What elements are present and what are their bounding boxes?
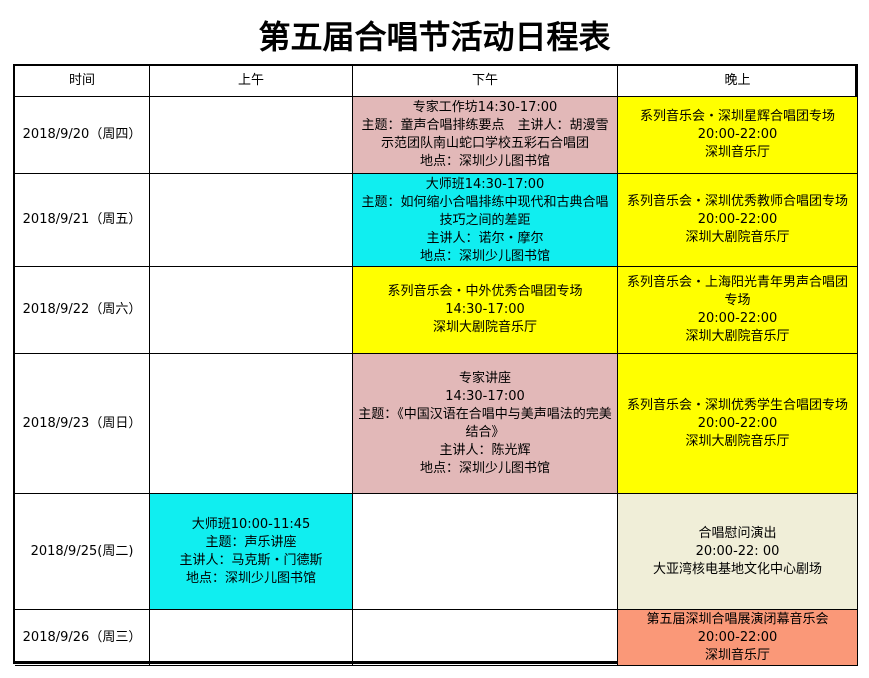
cell-line: 地点：深圳少儿图书馆 [185,570,316,586]
cell-line: 第五届深圳合唱展演闭幕音乐会 [646,611,829,627]
afternoon-cell: 大师班14:30-17:00 主题：如何缩小合唱排练中现代和古典合唱技巧之间的差距… [353,174,618,267]
cell-line: 深圳大剧院音乐厅 [685,230,790,245]
cell-line: 主讲人：马克斯・门德斯 [179,552,323,568]
afternoon-cell: 专家工作坊14:30-17:00 主题：童声合唱排练要点 主讲人：胡漫雪 示范团队南… [353,97,618,174]
cell-line: 主题：童声合唱排练要点 主讲人：胡漫雪 [361,118,609,133]
cell-line: 系列音乐会・上海阳光青年男声合唱团专场 [626,275,848,308]
cell-line: 20:00-22:00 [697,127,778,142]
evening-cell: 系列音乐会・深圳星辉合唱团专场 20:00-22:00 深圳音乐厅 [618,97,858,174]
date-cell: 2018/9/21（周五） [15,174,150,267]
date-cell: 2018/9/25(周二) [15,494,150,610]
afternoon-cell: 系列音乐会・中外优秀合唱团专场 14:30-17:00 深圳大剧院音乐厅 [353,267,618,354]
cell-line: 地点：深圳少儿图书馆 [419,154,550,169]
cell-line: 20:00-22:00 [697,212,778,227]
morning-cell: 大师班10:00-11:45 主题：声乐讲座主讲人：马克斯・门德斯 地点：深圳少儿图… [150,494,353,610]
column-header: 上午 [150,66,353,97]
evening-cell: 系列音乐会・深圳优秀教师合唱团专场 20:00-22:00 深圳大剧院音乐厅 [618,174,858,267]
cell-line: 专家工作坊14:30-17:00 [412,100,558,115]
cell-line: 20:00-22:00 [697,629,778,645]
cell-line: 主讲人：陈光辉 [439,442,531,458]
date-cell: 2018/9/20（周四） [15,97,150,174]
cell-line: 合唱慰问演出 [698,525,777,541]
cell-line: 系列音乐会・深圳优秀学生合唱团专场 [626,397,848,413]
cell-line: 主题：《中国汉语在合唱中与美声唱法的完美结合》 [358,406,612,440]
date-cell: 2018/9/26（周三） [15,610,150,666]
cell-line: 系列音乐会・中外优秀合唱团专场 [387,284,583,299]
cell-line: 大亚湾核电基地文化中心剧场 [652,561,822,577]
afternoon-cell: 专家讲座 14:30-17:00 主题：《中国汉语在合唱中与美声唱法的完美结合》主讲… [353,354,618,494]
evening-cell: 合唱慰问演出 20:00-22: 00 大亚湾核电基地文化中心剧场 [618,494,858,610]
cell-line: 主题：如何缩小合唱排练中现代和古典合唱技巧之间的差距 [361,195,609,228]
cell-line: 系列音乐会・深圳优秀教师合唱团专场 [626,194,848,209]
morning-cell [150,267,353,354]
cell-line: 20:00-22:00 [697,415,778,431]
column-header: 时间 [15,66,150,97]
evening-cell: 系列音乐会・深圳优秀学生合唱团专场 20:00-22:00 深圳大剧院音乐厅 [618,354,858,494]
cell-line: 深圳音乐厅 [704,647,770,663]
cell-line: 地点：深圳少儿图书馆 [419,460,550,476]
afternoon-cell [353,494,618,610]
cell-line: 20:00-22:00 [697,311,778,326]
cell-line: 深圳大剧院音乐厅 [685,329,790,344]
cell-line: 深圳大剧院音乐厅 [432,320,537,335]
morning-cell [150,610,353,666]
date-cell: 2018/9/22（周六） [15,267,150,354]
date-cell: 2018/9/23（周日） [15,354,150,494]
cell-line: 14:30-17:00 [445,302,525,317]
cell-line: 深圳大剧院音乐厅 [685,433,790,449]
cell-line: 14:30-17:00 [445,388,525,404]
morning-cell [150,174,353,267]
cell-line: 地点：深圳少儿图书馆 [419,249,550,264]
page-title: 第五届合唱节活动日程表 [258,18,611,56]
morning-cell [150,97,353,174]
morning-cell [150,354,353,494]
column-header: 晚上 [618,66,858,97]
cell-line: 专家讲座 [458,370,511,386]
evening-cell: 第五届深圳合唱展演闭幕音乐会 20:00-22:00 深圳音乐厅 [618,610,858,666]
afternoon-cell [353,610,618,666]
cell-line: 主讲人：诺尔・摩尔 [426,231,544,246]
cell-line: 主题：声乐讲座 [205,534,297,550]
evening-cell: 系列音乐会・上海阳光青年男声合唱团专场 20:00-22:00 深圳大剧院音乐厅 [618,267,858,354]
cell-line: 20:00-22: 00 [695,543,780,559]
column-header: 下午 [353,66,618,97]
cell-line: 大师班10:00-11:45 [191,516,311,532]
schedule-table: 时间 上午 下午 晚上 2018/9/20（周四） 专家工作坊14:30-17:00 主题：… [13,64,858,666]
cell-line: 深圳音乐厅 [704,145,770,160]
cell-line: 系列音乐会・深圳星辉合唱团专场 [639,109,835,124]
cell-line: 大师班14:30-17:00 [425,177,545,192]
cell-line: 示范团队南山蛇口学校五彩石合唱团 [380,136,589,151]
